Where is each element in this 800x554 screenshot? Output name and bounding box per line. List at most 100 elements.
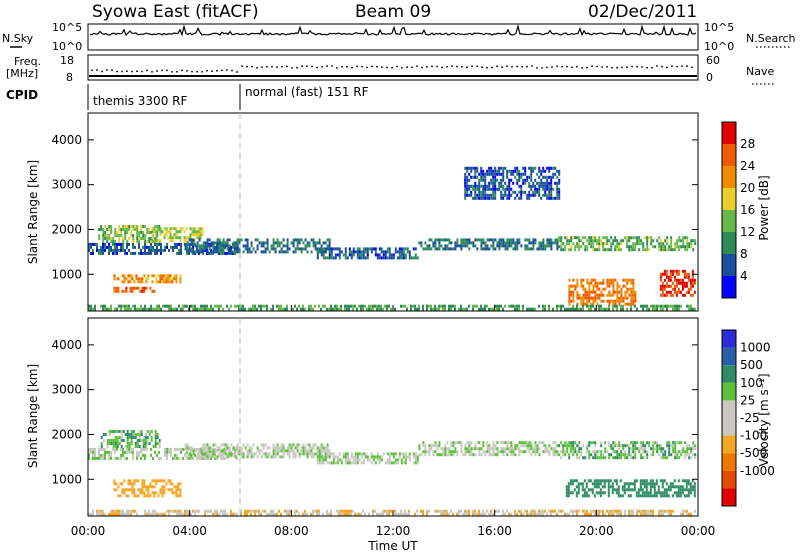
heatmap-cell (330, 253, 333, 257)
heatmap-cell (128, 228, 131, 231)
heatmap-cell (660, 242, 663, 246)
heatmap-cell (123, 289, 126, 293)
nave-dot (586, 66, 588, 69)
heatmap-cell (690, 450, 693, 454)
heatmap-cell (98, 228, 101, 231)
heatmap-cell (620, 509, 622, 513)
heatmap-cell (691, 269, 694, 273)
heatmap-cell (140, 231, 143, 234)
heatmap-cell (584, 236, 587, 240)
heatmap-cell (647, 482, 650, 486)
heatmap-cell (406, 250, 409, 254)
heatmap-cell (146, 231, 149, 234)
heatmap-cell (618, 245, 621, 249)
heatmap-cell (494, 172, 497, 176)
heatmap-cell (102, 456, 104, 460)
heatmap-cell (106, 439, 109, 442)
heatmap-cell (133, 286, 136, 290)
heatmap-cell (520, 450, 523, 454)
heatmap-cell (658, 245, 661, 249)
heatmap-cell (230, 304, 232, 308)
heatmap-cell (348, 304, 350, 308)
heatmap-cell (218, 512, 220, 516)
heatmap-cell (655, 494, 658, 498)
heatmap-cell (98, 237, 101, 240)
heatmap-cell (578, 293, 581, 297)
heatmap-cell (456, 238, 459, 242)
heatmap-cell (362, 509, 364, 513)
figure-title: Syowa East (fitACF) (92, 2, 259, 22)
heatmap-cell (666, 509, 668, 513)
heatmap-cell (312, 512, 314, 516)
heatmap-cell (296, 307, 298, 311)
heatmap-cell (490, 169, 493, 173)
heatmap-cell (512, 450, 515, 454)
heatmap-cell (298, 241, 301, 245)
heatmap-cell (88, 242, 90, 246)
heatmap-cell (466, 509, 468, 513)
nave-dot (326, 65, 328, 67)
heatmap-cell (464, 450, 467, 454)
heatmap-cell (167, 230, 170, 234)
heatmap-cell (294, 452, 297, 456)
heatmap-cell (380, 256, 383, 260)
heatmap-cell (320, 307, 322, 311)
nave-dot (451, 65, 453, 67)
heatmap-cell (534, 178, 537, 182)
heatmap-cell (633, 482, 636, 486)
heatmap-cell (310, 455, 313, 459)
heatmap-cell (448, 512, 450, 516)
heatmap-cell (494, 190, 497, 194)
heatmap-cell (92, 447, 94, 451)
heatmap-cell (148, 240, 151, 243)
heatmap-cell (486, 187, 489, 191)
heatmap-cell (190, 512, 192, 516)
heatmap-cell (330, 304, 332, 308)
heatmap-cell (444, 247, 447, 251)
heatmap-cell (104, 245, 106, 249)
heatmap-cell (538, 166, 541, 170)
heatmap-cell (590, 281, 593, 285)
heatmap-cell (672, 248, 675, 252)
heatmap-cell (400, 256, 403, 260)
heatmap-cell (634, 290, 637, 294)
heatmap-cell (174, 245, 176, 249)
heatmap-cell (614, 450, 617, 454)
heatmap-cell (480, 453, 483, 457)
heatmap-cell (142, 453, 144, 457)
heatmap-cell (248, 452, 251, 456)
heatmap-cell (306, 455, 309, 459)
heatmap-cell (594, 293, 597, 297)
heatmap-cell (116, 447, 118, 451)
heatmap-cell (536, 181, 539, 185)
heatmap-cell (138, 445, 141, 448)
heatmap-cell (161, 280, 164, 284)
heatmap-cell (240, 238, 243, 242)
heatmap-cell (674, 450, 677, 454)
heatmap-cell (252, 509, 254, 513)
heatmap-cell (222, 238, 225, 242)
heatmap-cell (224, 512, 226, 516)
heatmap-cell (404, 458, 407, 462)
heatmap-cell (222, 247, 225, 251)
heatmap-cell (336, 304, 338, 308)
heatmap-cell (163, 491, 166, 495)
heatmap-cell (176, 245, 178, 249)
heatmap-cell (577, 485, 580, 489)
heatmap-cell (128, 237, 131, 240)
nave-dot (331, 65, 333, 67)
heatmap-cell (556, 241, 559, 245)
heatmap-cell (622, 304, 624, 308)
heatmap-cell (372, 307, 374, 311)
heatmap-cell (143, 485, 146, 489)
heatmap-cell (639, 494, 642, 498)
heatmap-cell (114, 430, 117, 433)
heatmap-cell (568, 239, 571, 243)
heatmap-cell (126, 436, 129, 439)
heatmap-cell (516, 244, 519, 248)
heatmap-cell (200, 449, 203, 453)
heatmap-cell (144, 512, 146, 516)
nave-dot (606, 65, 608, 68)
heatmap-cell (560, 248, 563, 252)
